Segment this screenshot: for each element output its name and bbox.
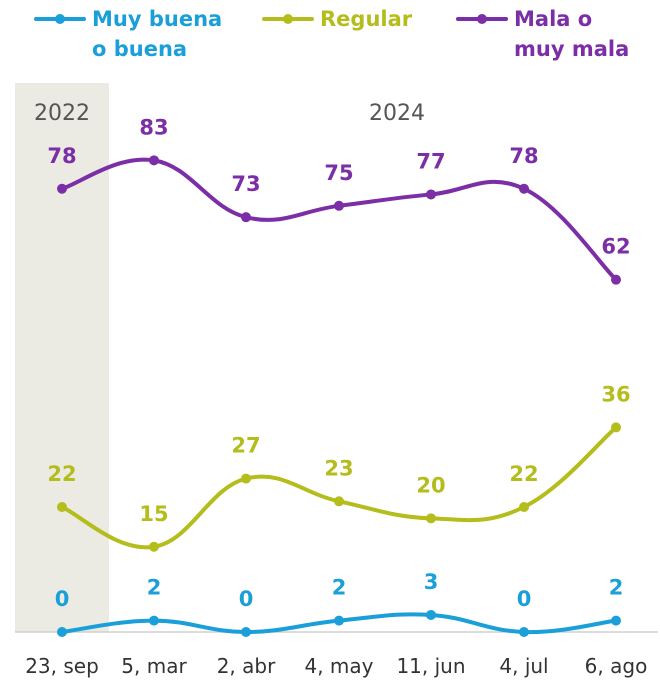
data-point xyxy=(334,200,344,211)
data-label: 15 xyxy=(139,502,168,526)
data-point xyxy=(519,183,529,194)
x-tick-label: 23, sep xyxy=(25,654,99,678)
legend-label-regular: Regular xyxy=(320,7,413,31)
data-point xyxy=(149,615,159,626)
legend-label-muy-buena-line2: o buena xyxy=(92,37,188,61)
data-label: 78 xyxy=(509,144,538,168)
legend-label-mala-line2: muy mala xyxy=(514,37,630,61)
data-point xyxy=(611,615,621,626)
x-tick-label: 2, abr xyxy=(217,654,276,678)
data-point xyxy=(426,513,436,524)
year-label-2024: 2024 xyxy=(369,101,425,126)
x-tick-label: 11, jun xyxy=(396,654,465,678)
data-point xyxy=(241,473,251,484)
data-label: 2 xyxy=(147,576,162,600)
data-point xyxy=(57,183,67,194)
legend-dot-muy-buena xyxy=(55,14,65,24)
x-tick-label: 5, mar xyxy=(121,654,187,678)
data-point xyxy=(611,274,621,285)
legend-dot-mala xyxy=(477,14,487,24)
data-label: 0 xyxy=(517,587,532,611)
data-label: 78 xyxy=(47,144,76,168)
data-label: 73 xyxy=(231,172,260,196)
data-label: 77 xyxy=(416,149,445,173)
data-point xyxy=(519,501,529,512)
data-label: 36 xyxy=(601,382,630,406)
x-tick-label: 4, may xyxy=(304,654,373,678)
legend-label-muy-buena-line1: Muy buena xyxy=(92,7,223,31)
data-point xyxy=(334,496,344,507)
data-label: 83 xyxy=(139,115,168,139)
data-point xyxy=(57,501,67,512)
legend-label-mala-line1: Mala o xyxy=(514,7,593,31)
data-label: 0 xyxy=(55,587,70,611)
data-point xyxy=(241,627,251,637)
data-point xyxy=(519,627,529,637)
data-point xyxy=(426,189,436,200)
data-point xyxy=(57,627,67,637)
x-tick-label: 4, jul xyxy=(499,654,548,678)
data-point xyxy=(611,422,621,433)
data-label: 75 xyxy=(324,161,353,185)
data-label: 62 xyxy=(601,235,630,259)
year-label-2022: 2022 xyxy=(34,101,90,126)
data-label: 3 xyxy=(424,570,439,594)
x-tick-label: 6, ago xyxy=(585,654,648,678)
data-label: 0 xyxy=(239,587,254,611)
data-point xyxy=(149,155,159,166)
data-point xyxy=(241,212,251,223)
data-label: 23 xyxy=(324,456,353,480)
data-label: 20 xyxy=(416,473,445,497)
data-label: 22 xyxy=(509,462,538,486)
legend-dot-regular xyxy=(283,14,293,24)
data-label: 22 xyxy=(47,462,76,486)
legend: Muy buena o buena Regular Mala o muy mal… xyxy=(0,6,660,76)
data-label: 27 xyxy=(231,434,260,458)
data-point xyxy=(149,541,159,552)
data-label: 2 xyxy=(332,576,347,600)
data-label: 2 xyxy=(609,576,624,600)
series-line-1 xyxy=(60,425,618,550)
data-point xyxy=(426,609,436,620)
data-point xyxy=(334,615,344,626)
